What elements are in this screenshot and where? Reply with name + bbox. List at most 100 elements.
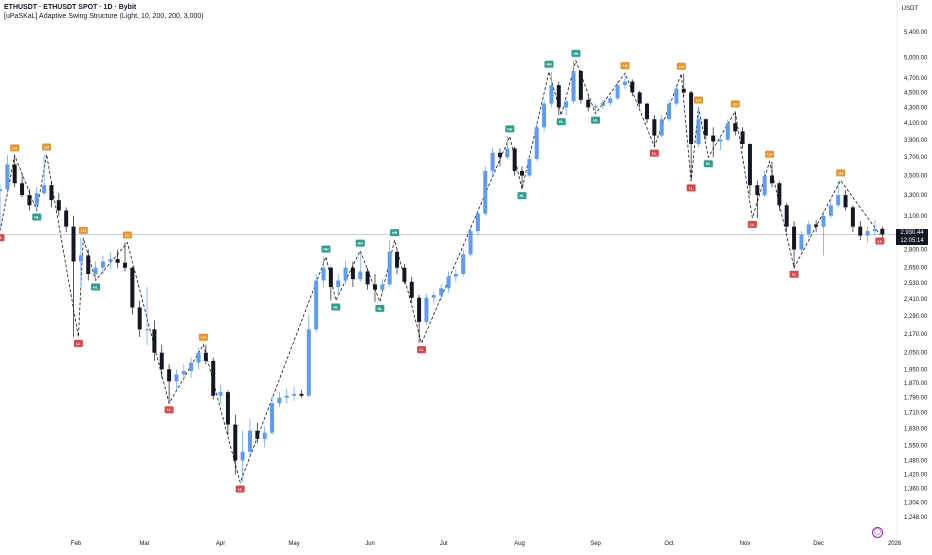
x-tick-label: Sep: [590, 541, 601, 547]
y-tick-label: 1,630.00: [904, 427, 928, 433]
candle-body: [86, 255, 91, 275]
swing-label-badge: [417, 346, 427, 354]
candle-body: [733, 123, 738, 132]
swing-label-text: HH: [323, 248, 329, 252]
candle-body: [211, 360, 216, 396]
y-tick-label: 2,170.00: [904, 332, 928, 338]
swing-label-badge: [571, 49, 581, 57]
indicator-legend[interactable]: [uPaSKaL] Adaptive Swing Structure (Ligh…: [4, 13, 204, 20]
swing-label-badge: [0, 234, 5, 242]
x-axis: Feb Mar Apr May Jun Jul Aug Sep Oct Nov Dec 2026: [71, 541, 902, 547]
candle-body: [453, 274, 458, 277]
candle-body: [556, 85, 561, 108]
candle-body: [880, 228, 885, 235]
swing-label-badge: [235, 485, 245, 493]
y-tick-label: 2,800.00: [904, 247, 928, 253]
candle-body: [549, 85, 554, 104]
swing-label-badge: [747, 220, 757, 228]
candle-body: [277, 397, 282, 404]
candle-body: [409, 281, 414, 298]
y-tick-label: 1,550.00: [904, 443, 928, 449]
candle-body: [306, 329, 311, 396]
swing-label-text: LH: [679, 65, 684, 69]
y-tick-label: 2,530.00: [904, 281, 928, 287]
candle-body: [299, 393, 304, 396]
candle-body: [417, 297, 422, 322]
candle-body: [497, 152, 502, 158]
swing-label-badge: [78, 226, 88, 234]
y-tick-label: 3,700.00: [904, 155, 928, 161]
candle-body: [270, 403, 275, 433]
swing-label-text: HL: [559, 120, 565, 124]
swing-label-text: HL: [520, 194, 526, 198]
candle-body: [20, 183, 25, 196]
candle-body: [372, 284, 377, 290]
last-price-tag: 2,930.44: [896, 229, 928, 238]
candle-body: [108, 259, 113, 262]
swing-label-badge: [686, 184, 696, 192]
candle-body: [725, 123, 730, 140]
swing-label-badge: [836, 169, 846, 177]
candle-body: [534, 127, 539, 160]
candle-body: [747, 144, 752, 186]
swing-label-text: LL: [419, 348, 424, 352]
swing-label-badge: [122, 231, 132, 239]
swing-label-badge: [91, 283, 101, 291]
candle-body: [762, 175, 767, 196]
candle-body: [189, 362, 194, 371]
y-tick-label: 1,480.00: [904, 459, 928, 465]
tradingview-logo-icon[interactable]: ◯: [872, 527, 883, 538]
y-tick-label: 3,100.00: [904, 214, 928, 220]
swing-label-text: LH: [623, 64, 628, 68]
candle-body: [27, 195, 32, 206]
swing-label-badge: [42, 143, 52, 151]
candle-body: [770, 175, 775, 184]
y-tick-label: 5,000.00: [904, 56, 928, 62]
candle-body: [600, 102, 605, 106]
candle-body: [358, 271, 363, 280]
candle-body: [659, 119, 664, 136]
candle-body: [468, 231, 473, 255]
swing-structure-lines: [0, 59, 881, 484]
candle-body: [365, 271, 370, 285]
y-tick-label: 1,710.00: [904, 411, 928, 417]
candle-body: [689, 92, 694, 145]
candle-body: [461, 254, 466, 275]
y-tick-label: 2,650.00: [904, 266, 928, 272]
countdown-tag: 12:05:14: [896, 237, 928, 246]
swing-label-text: LH: [767, 153, 772, 157]
swing-label-text: HH: [573, 52, 579, 56]
candle-body: [203, 352, 208, 361]
swing-label-badge: [517, 192, 527, 200]
candle-body: [792, 226, 797, 250]
candle-body: [475, 213, 480, 232]
candle-body: [196, 352, 201, 363]
candle-body: [247, 430, 252, 452]
swing-label-text: LH: [44, 146, 49, 150]
candle-body: [71, 226, 76, 262]
y-tick-label: 1,420.00: [904, 472, 928, 478]
swing-path: [0, 59, 881, 484]
candle-body: [12, 164, 17, 184]
swing-label-badge: [331, 303, 341, 311]
swing-label-badge: [789, 270, 799, 278]
swing-label-badge: [875, 237, 885, 245]
candle-body: [233, 424, 238, 461]
candle-body: [586, 99, 591, 108]
candle-body: [652, 119, 657, 136]
candle-body: [571, 71, 576, 102]
candle-body: [137, 307, 142, 330]
candle-body: [806, 224, 811, 235]
candle-body: [284, 395, 289, 398]
swing-labels: LL LH HL LH LL LH HL LH LL LH LL HH HL HH HL HH LL HH HL HH…: [0, 49, 885, 493]
candle-body: [34, 193, 39, 206]
swing-label-badge: [730, 100, 740, 108]
candle-body: [645, 103, 650, 120]
candle-body: [439, 288, 444, 296]
candle-body: [446, 276, 451, 289]
swing-label-badge: [591, 116, 601, 124]
candle-body: [424, 297, 429, 322]
candle-body: [512, 148, 517, 171]
candle-body: [828, 205, 833, 216]
